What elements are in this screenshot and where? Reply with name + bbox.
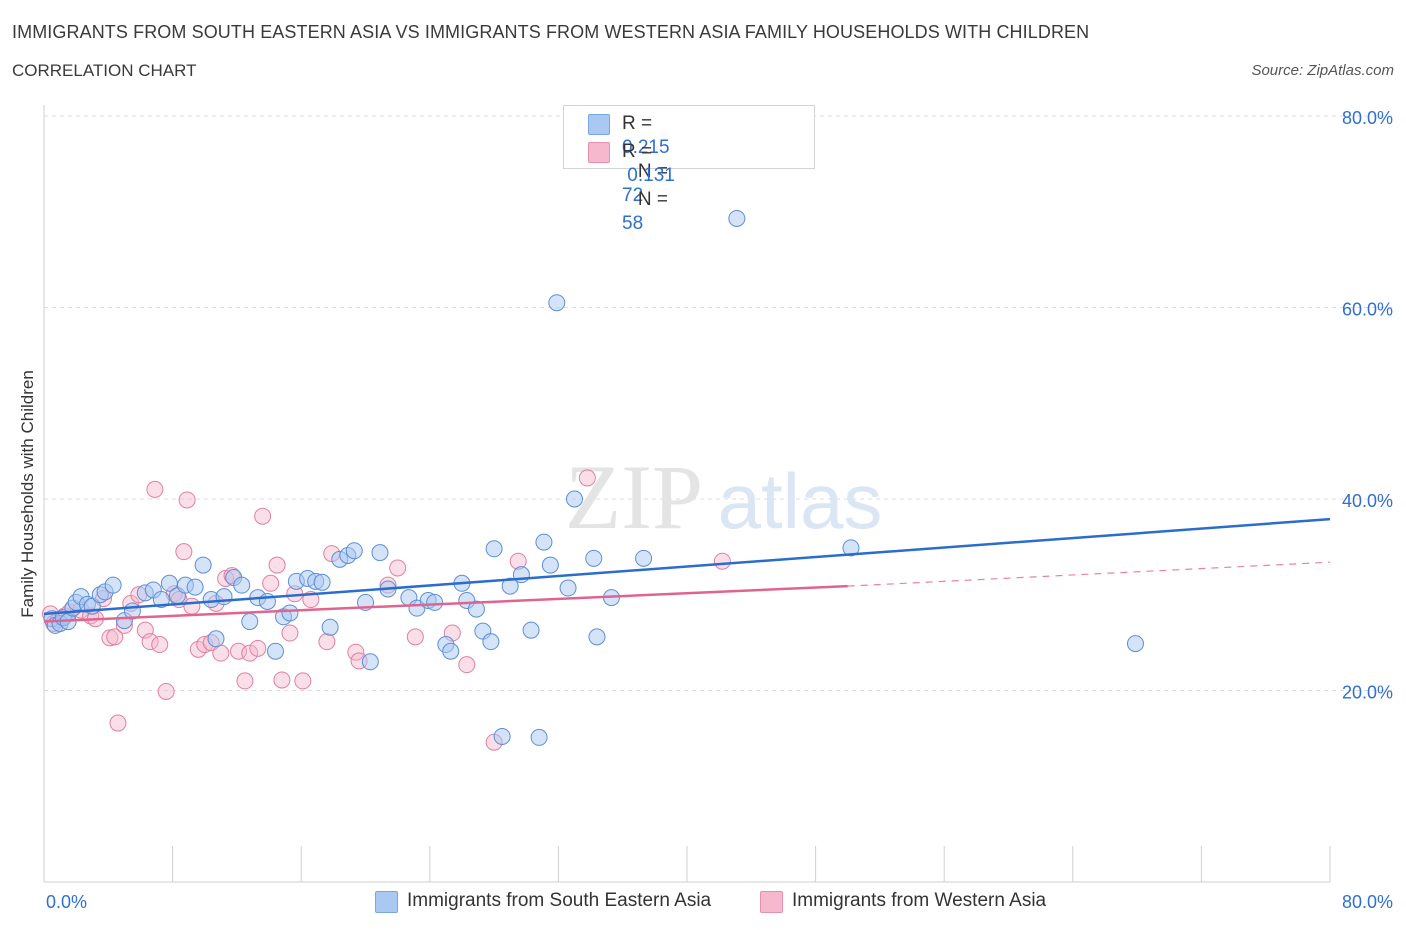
data-point-south-eastern-asia	[728, 209, 746, 227]
data-point-western-asia	[458, 656, 476, 674]
legend-n-label: N =	[637, 189, 668, 210]
data-point-south-eastern-asia	[565, 490, 583, 508]
data-point-south-eastern-asia	[530, 728, 548, 746]
chart-title: IMMIGRANTS FROM SOUTH EASTERN ASIA VS IM…	[12, 22, 1090, 42]
legend-n-value: 72	[622, 185, 644, 206]
legend-swatch-pink	[588, 142, 610, 163]
legend-swatch-blue	[588, 114, 610, 135]
data-point-south-eastern-asia	[233, 576, 251, 594]
data-point-western-asia	[249, 639, 267, 657]
legend-r-value: 0.131	[627, 165, 675, 186]
data-point-south-eastern-asia	[321, 618, 339, 636]
data-point-south-eastern-asia	[501, 577, 519, 595]
data-point-south-eastern-asia	[361, 653, 379, 671]
data-point-south-eastern-asia	[207, 630, 225, 648]
x-tick-label: 0.0%	[46, 892, 87, 912]
data-point-western-asia	[146, 480, 164, 498]
y-tick-label: 60.0%	[1342, 300, 1393, 320]
trend-lines	[43, 517, 1331, 623]
data-point-south-eastern-asia	[1126, 635, 1144, 653]
data-point-south-eastern-asia	[426, 593, 444, 611]
data-point-south-eastern-asia	[842, 539, 860, 557]
data-point-south-eastern-asia	[635, 549, 653, 567]
source-credit: Source: ZipAtlas.com	[1251, 62, 1394, 79]
data-point-south-eastern-asia	[522, 621, 540, 639]
gridlines	[44, 115, 1395, 691]
stats-legend: R = 0.215 N = 72 R = 0.131 N = 58	[563, 105, 815, 234]
data-point-western-asia	[101, 629, 119, 647]
data-point-western-asia	[347, 643, 365, 661]
data-point-south-eastern-asia	[152, 591, 170, 609]
watermark-atlas: atlas	[718, 457, 883, 545]
x-tick-label: 80.0%	[1342, 892, 1393, 912]
y-tick-label: 80.0%	[1342, 108, 1393, 128]
data-point-western-asia	[106, 628, 124, 646]
data-point-south-eastern-asia	[281, 604, 299, 622]
data-point-south-eastern-asia	[194, 556, 212, 574]
data-point-south-eastern-asia	[493, 727, 511, 745]
watermark: ZIP atlas	[565, 446, 882, 548]
trend-line-western-asia-extension	[847, 561, 1331, 587]
data-point-western-asia	[141, 633, 159, 651]
data-point-south-eastern-asia	[241, 613, 259, 631]
data-point-western-asia	[109, 714, 127, 732]
series-swatch-blue	[375, 891, 398, 913]
data-point-south-eastern-asia	[588, 628, 606, 646]
data-point-western-asia	[268, 556, 286, 574]
data-point-south-eastern-asia	[548, 294, 566, 312]
series-legend-label: Immigrants from South Eastern Asia	[407, 890, 712, 911]
x-tick-labels: 0.0% 80.0%	[46, 892, 1393, 912]
data-point-western-asia	[254, 507, 272, 525]
data-point-western-asia	[294, 672, 312, 690]
x-tick-marks	[172, 846, 1331, 882]
data-point-south-eastern-asia	[442, 642, 460, 660]
data-point-western-asia	[157, 682, 175, 700]
y-tick-labels: 20.0% 40.0% 60.0% 80.0%	[1342, 108, 1393, 703]
data-point-western-asia	[578, 469, 596, 487]
data-point-western-asia	[273, 671, 291, 689]
data-point-south-eastern-asia	[266, 642, 284, 660]
y-tick-label: 40.0%	[1342, 491, 1393, 511]
series-legend-label: Immigrants from Western Asia	[792, 890, 1047, 911]
data-point-south-eastern-asia	[482, 633, 500, 651]
data-point-western-asia	[406, 628, 424, 646]
legend-r-value: 0.215	[622, 137, 670, 158]
trend-line-western-asia	[43, 584, 848, 623]
data-point-south-eastern-asia	[371, 544, 389, 562]
data-point-south-eastern-asia	[467, 600, 485, 618]
data-point-western-asia	[281, 624, 299, 642]
data-point-south-eastern-asia	[104, 576, 122, 594]
legend-r-label: R =	[622, 113, 653, 134]
data-point-south-eastern-asia	[345, 542, 363, 560]
data-point-western-asia	[241, 644, 259, 662]
data-point-western-asia	[183, 597, 201, 615]
data-point-western-asia	[178, 491, 196, 509]
data-point-south-eastern-asia	[186, 578, 204, 596]
data-point-western-asia	[713, 552, 731, 570]
legend-r-label: R =	[622, 141, 653, 162]
data-point-western-asia	[389, 559, 407, 577]
data-point-south-eastern-asia	[559, 579, 577, 597]
data-point-south-eastern-asia	[313, 573, 331, 591]
chart-subtitle: CORRELATION CHART	[12, 61, 197, 80]
y-axis-label: Family Households with Children	[18, 370, 37, 618]
data-point-western-asia	[151, 636, 169, 654]
data-point-south-eastern-asia	[585, 549, 603, 567]
data-point-south-eastern-asia	[541, 556, 559, 574]
data-point-western-asia	[318, 633, 336, 651]
watermark-zip: ZIP	[565, 446, 703, 548]
data-point-western-asia	[236, 672, 254, 690]
data-point-western-asia	[212, 644, 230, 662]
data-point-south-eastern-asia	[535, 533, 553, 551]
y-tick-label: 20.0%	[1342, 683, 1393, 703]
series-swatch-pink	[760, 891, 783, 913]
data-point-western-asia	[175, 543, 193, 561]
trend-line-south-eastern-asia	[43, 517, 1331, 616]
data-point-south-eastern-asia	[485, 540, 503, 558]
legend-n-label: N =	[637, 161, 668, 182]
data-point-western-asia	[262, 574, 280, 592]
legend-n-value: 58	[622, 213, 644, 234]
